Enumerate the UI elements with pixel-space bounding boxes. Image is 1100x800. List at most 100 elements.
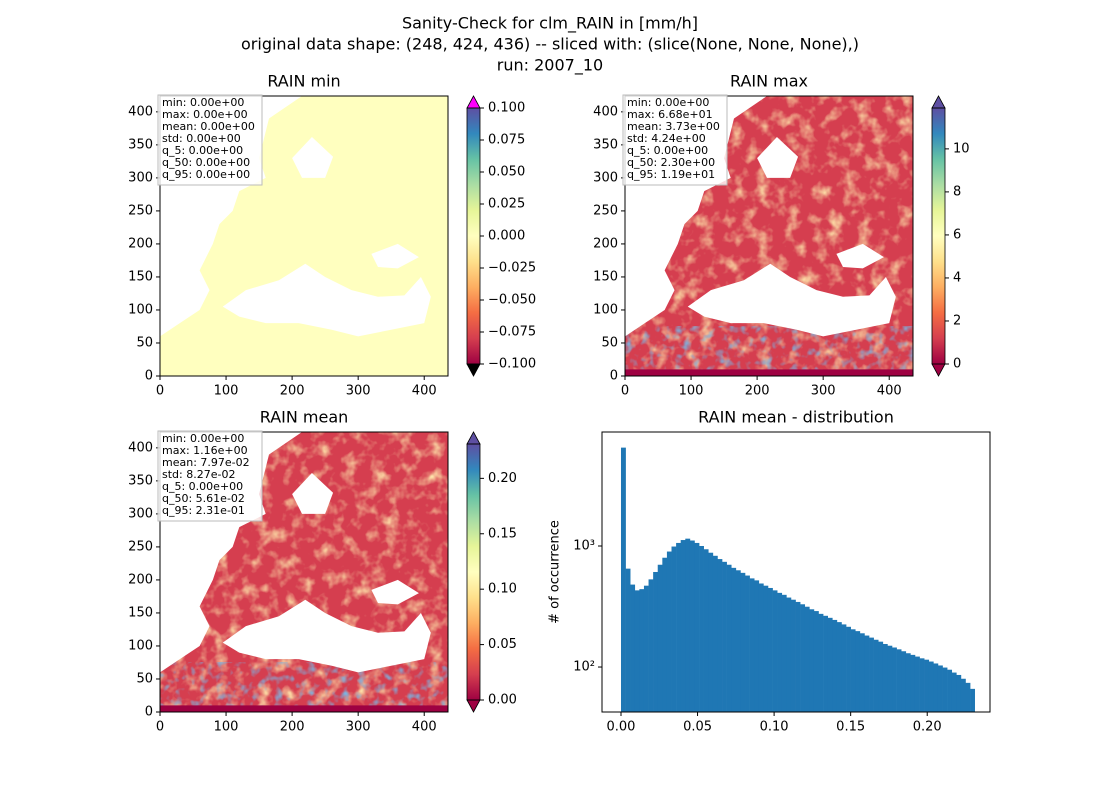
x-tick-label: 200 — [280, 384, 305, 399]
histogram-bar — [767, 587, 773, 712]
x-tick-label: 400 — [877, 384, 902, 399]
y-axis-label: # of occurrence — [548, 520, 563, 624]
histogram-bar — [887, 645, 893, 712]
histogram-bar — [804, 606, 810, 712]
y-tick-label: 150 — [128, 605, 153, 620]
y-tick-label: 250 — [128, 203, 153, 218]
y-tick-label: 350 — [593, 137, 618, 152]
x-tick-label: 0 — [156, 720, 164, 735]
histogram-bar — [708, 552, 714, 712]
axes-frame — [159, 431, 449, 713]
y-tick-label: 250 — [593, 203, 618, 218]
histogram-bar — [781, 594, 787, 712]
histogram-bar — [795, 601, 801, 712]
histogram-bar — [630, 584, 636, 712]
histogram-bar — [790, 599, 796, 712]
histogram-bar — [699, 546, 704, 712]
colorbar-frame — [466, 443, 481, 701]
stats-line: max: 6.68e+01 — [627, 108, 713, 121]
colorbar-tick-label: 10 — [953, 141, 970, 156]
histogram-bar — [905, 653, 911, 712]
map-sea — [371, 579, 419, 605]
histogram-bar — [777, 592, 783, 712]
y-tick-label: 100 — [128, 302, 153, 317]
colorbar-under — [466, 699, 481, 713]
histogram-bar — [648, 579, 654, 712]
colorbar-tick-label: −0.050 — [488, 293, 536, 308]
x-tick-label: 300 — [346, 720, 371, 735]
histogram-bar — [970, 688, 975, 712]
y-tick-label: 200 — [128, 572, 153, 587]
histogram-bar — [924, 659, 930, 712]
colorbar-tick-label: 0.05 — [488, 637, 517, 652]
colorbar-tick-label: −0.075 — [488, 325, 536, 340]
histogram-bar — [850, 629, 856, 712]
histogram-bar — [892, 647, 897, 712]
stats-line: min: 0.00e+00 — [162, 96, 244, 109]
histogram-bar — [685, 538, 691, 712]
histogram-bar — [772, 590, 778, 712]
histogram-bar — [786, 597, 792, 712]
histogram-bar — [960, 678, 966, 712]
y-tick-label: 0 — [145, 369, 153, 384]
y-tick-label: 150 — [593, 269, 618, 284]
x-tick-label: 0 — [156, 384, 164, 399]
stats-line: max: 0.00e+00 — [162, 108, 248, 121]
histogram-bar — [951, 672, 957, 712]
y-tick-label: 400 — [128, 440, 153, 455]
histogram-bar — [809, 609, 815, 712]
colorbar-tick-label: 6 — [953, 227, 961, 242]
x-tick-label: 100 — [679, 384, 704, 399]
stats-box — [622, 94, 728, 186]
y-tick-label: 350 — [128, 473, 153, 488]
figure-title: original data shape: (248, 424, 436) -- … — [241, 35, 859, 54]
map-sea — [371, 243, 419, 269]
map-texture — [160, 662, 448, 712]
y-tick-label: 400 — [128, 104, 153, 119]
stats-line: q_50: 0.00e+00 — [162, 156, 250, 169]
y-tick-label: 0 — [145, 705, 153, 720]
x-tick-label: 100 — [214, 720, 239, 735]
histogram-bar — [740, 572, 746, 712]
histogram-bar — [901, 651, 907, 712]
stats-line: q_95: 1.19e+01 — [627, 168, 715, 181]
histogram-bar — [896, 649, 902, 712]
colorbar-over — [466, 95, 481, 109]
figure-title: Sanity-Check for clm_RAIN in [mm/h] — [402, 14, 698, 34]
colorbar — [932, 108, 945, 364]
map-sea — [222, 599, 431, 673]
stats-line: min: 0.00e+00 — [162, 432, 244, 445]
x-tick-label: 0.20 — [913, 720, 942, 735]
stats-line: q_95: 0.00e+00 — [162, 168, 250, 181]
histogram-bar — [832, 619, 838, 712]
histogram-bar — [712, 555, 718, 712]
y-tick-label: 300 — [128, 506, 153, 521]
histogram-bar — [933, 663, 939, 712]
x-tick-label: 100 — [214, 384, 239, 399]
colorbar-tick-label: 0.100 — [488, 101, 525, 116]
colorbar-under — [466, 363, 481, 377]
histogram-bar — [864, 635, 870, 712]
x-tick-label: 400 — [412, 384, 437, 399]
histogram-bar — [754, 580, 760, 712]
stats-line: q_95: 2.31e-01 — [162, 504, 245, 517]
histogram-bar — [722, 561, 727, 712]
histogram-bar — [717, 559, 723, 712]
y-tick-label: 400 — [593, 104, 618, 119]
map-sea — [292, 136, 334, 178]
colorbar-tick-label: −0.025 — [488, 261, 536, 276]
histogram-bar — [620, 447, 626, 712]
stats-line: q_5: 0.00e+00 — [627, 144, 708, 157]
y-tick-label: 250 — [128, 539, 153, 554]
stats-line: max: 1.16e+00 — [162, 444, 248, 457]
histogram-bar — [666, 551, 672, 712]
histogram-bar — [919, 658, 925, 712]
x-tick-label: 300 — [346, 384, 371, 399]
colorbar-tick-label: −0.100 — [488, 357, 536, 372]
colorbar-tick-label: 0.000 — [488, 229, 525, 244]
colorbar-over — [931, 95, 946, 109]
x-tick-label: 0.10 — [760, 720, 789, 735]
histogram-bar — [680, 540, 686, 712]
